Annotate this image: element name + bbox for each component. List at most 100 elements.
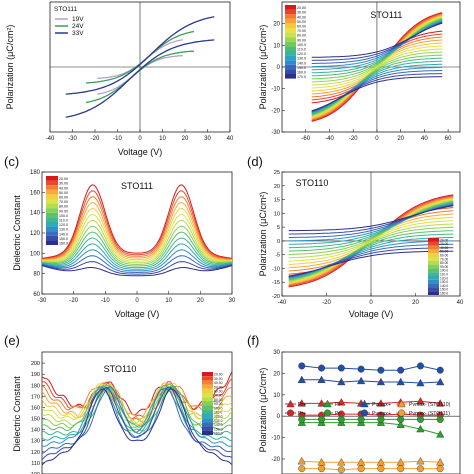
legend-label: 20.00 (440, 238, 448, 242)
legend-swatch (46, 176, 58, 181)
loop-70.00 (311, 16, 443, 118)
legend-label: 70.00 (440, 257, 448, 261)
data-point (298, 465, 306, 473)
x-tick-label: 0 (369, 300, 373, 306)
y-tick-label: -10 (271, 87, 280, 93)
legend-swatch (46, 194, 58, 199)
data-point (297, 399, 306, 407)
x-tick-label: -30 (68, 136, 77, 142)
x-tick-label: 10 (165, 298, 172, 304)
x-tick-label: 20 (412, 300, 419, 306)
legend-label: 100.0 (214, 406, 223, 410)
curve-90.00 (41, 225, 233, 265)
legend-label: 120.0 (440, 276, 448, 280)
x-axis-label: Voltage (V) (118, 147, 163, 157)
panel-c: -30 -20 -10 0 10 20 30 60 80 100 120 140 160 180 20.00… (4, 154, 236, 319)
y-axis-label: Polarization (μC/cm²) (258, 192, 268, 277)
x-tick-label: 40 (227, 136, 234, 142)
legend-label: 90.00 (214, 402, 223, 406)
legend-label: 20.00 (214, 373, 223, 377)
panel-e: 100 110 120 130 140 150 160 170 180 190 200 20.0030… (4, 333, 233, 474)
legend-marker (360, 399, 369, 408)
x-tick-label: 30 (204, 136, 211, 142)
legend-label: 40.00 (59, 186, 68, 190)
legend-label: 160.0 (59, 242, 68, 246)
legend-label: 70.00 (59, 200, 68, 204)
panel-label-e: (e) (4, 333, 20, 348)
data-point (396, 420, 405, 428)
legend-swatch (202, 388, 213, 393)
y-tick-label: 140 (31, 428, 40, 434)
curve-140.0 (41, 255, 233, 274)
curve-100.0 (41, 231, 233, 267)
y-tick-label: 20 (273, 371, 280, 377)
legend-swatch (202, 422, 213, 427)
legend-swatch (285, 74, 296, 79)
data-point (436, 415, 444, 423)
y-axis-label: Dielectric Constant (12, 376, 22, 452)
legend-label: 160.0 (297, 71, 306, 75)
legend-swatch (285, 37, 296, 42)
x-tick-label: 0 (375, 136, 379, 142)
y-tick-label: 10 (273, 393, 280, 399)
legend-label: 120.0 (297, 52, 306, 56)
data-point (436, 366, 444, 374)
y-tick-label: 100 (31, 472, 40, 474)
legend-swatch (46, 217, 58, 222)
legend-label: 50.00 (214, 385, 223, 389)
legend-swatch (285, 64, 296, 70)
legend-label: 140.0 (297, 61, 306, 65)
x-tick-label: 40 (421, 136, 428, 142)
legend-label: Pvmax+ (372, 411, 391, 417)
y-tick-label: 0 (277, 414, 281, 420)
series-line (301, 422, 441, 435)
data-point (397, 366, 405, 374)
legend-label: 90.00 (59, 209, 68, 213)
loop-80.00 (288, 199, 454, 283)
plot-frame (41, 351, 233, 474)
y-tick-label: -10 (271, 436, 280, 442)
data-point (357, 465, 365, 473)
x-tick-label: 20 (182, 136, 189, 142)
y-axis-label: Polarization (μC/cm²) (258, 25, 268, 110)
data-point (298, 415, 306, 423)
legend-swatch (285, 60, 296, 65)
loop-70.00 (288, 198, 454, 283)
curve-50.00 (41, 202, 233, 261)
panel-label-d: (d) (247, 154, 263, 169)
legend-label: 33V (72, 30, 84, 37)
legend-label: 150.0 (440, 288, 448, 292)
data-point (356, 376, 366, 385)
panel-title: STO111 (370, 10, 402, 20)
y-tick-label: 80 (33, 272, 40, 278)
data-point (317, 399, 326, 407)
data-point (337, 364, 345, 372)
y-tick-label: 25 (274, 170, 280, 176)
legend-swatch (202, 372, 213, 377)
curve-130.0 (41, 386, 233, 447)
legend-swatch (46, 199, 58, 204)
legend-label: 150.0 (59, 237, 68, 241)
y-tick-label: 20 (274, 184, 280, 190)
y-tick-label: 110 (31, 461, 40, 467)
legend-label: Pr- (335, 402, 342, 408)
legend-swatch (46, 203, 58, 209)
y-axis-label: Polarization (μC/cm²) (5, 25, 15, 110)
legend-label: 130.0 (59, 228, 68, 232)
data-point (416, 424, 425, 433)
legend-label: 40.00 (297, 15, 306, 19)
curve-20.00 (41, 184, 233, 259)
legend-marker (324, 409, 332, 417)
legend-swatch (285, 9, 296, 15)
data-point (377, 465, 385, 473)
x-tick-label: -20 (322, 300, 331, 306)
panel-title: STO110 (296, 178, 329, 188)
legend-swatch (285, 41, 296, 47)
legend-label: 170.0 (297, 75, 306, 79)
legend-label: 30.00 (297, 11, 306, 15)
y-tick-label: 180 (30, 170, 41, 176)
y-tick-label: 30 (273, 350, 280, 356)
data-point (397, 415, 405, 423)
legend-label: 50.00 (297, 20, 306, 24)
